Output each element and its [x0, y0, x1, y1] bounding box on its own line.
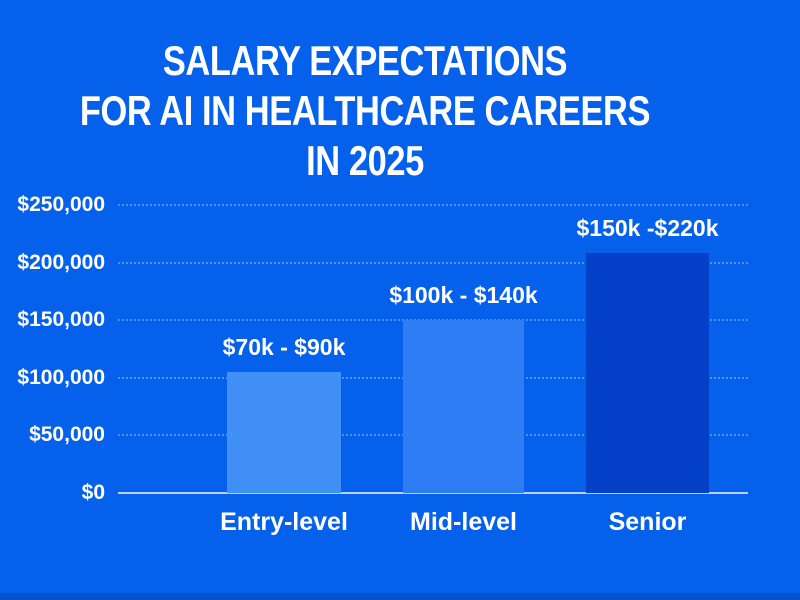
- bar-value-label-senior: $150k -$220k: [576, 215, 719, 242]
- bar-mid-level: [403, 320, 524, 493]
- x-axis-line: [118, 492, 748, 494]
- bar-entry-level: [227, 372, 341, 493]
- bar-value-label-entry-level: $70k - $90k: [222, 334, 346, 361]
- chart-title: SALARY EXPECTATIONS FOR AI IN HEALTHCARE…: [66, 36, 665, 186]
- y-axis-tick-label: $150,000: [17, 308, 105, 332]
- y-axis-tick-label: $50,000: [29, 423, 105, 447]
- title-line-2: FOR AI IN HEALTHCARE CAREERS: [79, 87, 651, 134]
- title-line-1: SALARY EXPECTATIONS: [162, 37, 568, 84]
- gridline: [118, 204, 748, 206]
- y-axis-tick-label: $200,000: [17, 250, 105, 274]
- y-axis-tick-label: $100,000: [17, 365, 105, 389]
- y-axis-tick-label: $250,000: [17, 193, 105, 216]
- bar-senior: [586, 253, 709, 493]
- y-axis-tick-label: $0: [81, 481, 105, 504]
- gridline: [118, 261, 748, 264]
- x-axis-category-label-mid-level: Mid-level: [410, 508, 517, 536]
- bottom-accent-strip: [0, 593, 800, 600]
- x-axis-category-label-senior: Senior: [608, 508, 687, 536]
- x-axis-category-label-entry-level: Entry-level: [220, 508, 348, 536]
- bar-value-label-mid-level: $100k - $140k: [389, 282, 538, 309]
- title-line-3: IN 2025: [306, 137, 424, 184]
